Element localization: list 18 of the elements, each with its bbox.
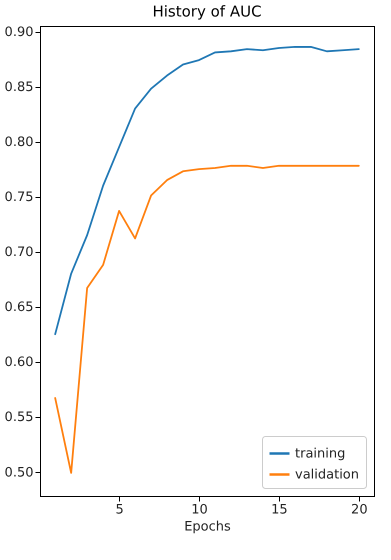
chart-title: History of AUC (152, 2, 262, 21)
y-tick-label: 0.85 (4, 80, 34, 96)
legend-label: validation (295, 468, 360, 482)
y-tick-label: 0.55 (4, 410, 34, 426)
x-axis-title: Epochs (184, 520, 232, 534)
y-tick-label: 0.80 (4, 135, 34, 150)
x-tick-label: 20 (351, 502, 368, 518)
y-tick-label: 0.60 (4, 355, 34, 370)
y-tick-label: 0.90 (4, 25, 34, 40)
y-tick-label: 0.65 (4, 300, 34, 316)
line-series (54, 46, 360, 336)
x-tick-label: 15 (271, 502, 288, 518)
y-tick-label: 0.75 (4, 190, 34, 206)
y-tick-label: 0.50 (4, 465, 34, 480)
x-tick-label: 10 (191, 502, 208, 518)
legend-label: training (295, 446, 346, 462)
x-tick-label: 5 (115, 502, 124, 518)
y-tick-label: 0.70 (4, 245, 34, 260)
